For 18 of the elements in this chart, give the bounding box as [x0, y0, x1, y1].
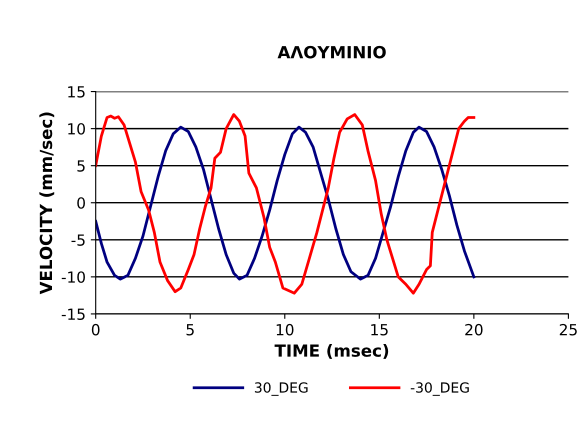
- x-axis-title: TIME (msec): [274, 344, 388, 359]
- x-tick-label: 25: [560, 324, 577, 336]
- y-tick-label: 0: [77, 197, 85, 209]
- chart-title: ΑΛΟΥΜΙΝΙΟ: [278, 46, 386, 58]
- x-tick-label: 15: [371, 324, 388, 336]
- x-tick-label: 10: [276, 324, 294, 336]
- y-tick-label: 10: [68, 123, 85, 135]
- x-tick-label: 20: [465, 324, 483, 336]
- y-tick-label: -10: [62, 271, 85, 283]
- y-tick-label: -15: [62, 308, 85, 320]
- y-tick-label: 15: [68, 86, 85, 98]
- y-tick-label: 5: [77, 160, 85, 172]
- x-tick-label: 5: [186, 324, 194, 336]
- legend-label: -30_DEG: [410, 382, 469, 396]
- y-axis-title: VELOCITY (mm/sec): [39, 112, 54, 294]
- legend-label: 30_DEG: [254, 382, 308, 396]
- y-tick-label: -5: [71, 234, 85, 246]
- x-tick-label: 0: [92, 324, 100, 336]
